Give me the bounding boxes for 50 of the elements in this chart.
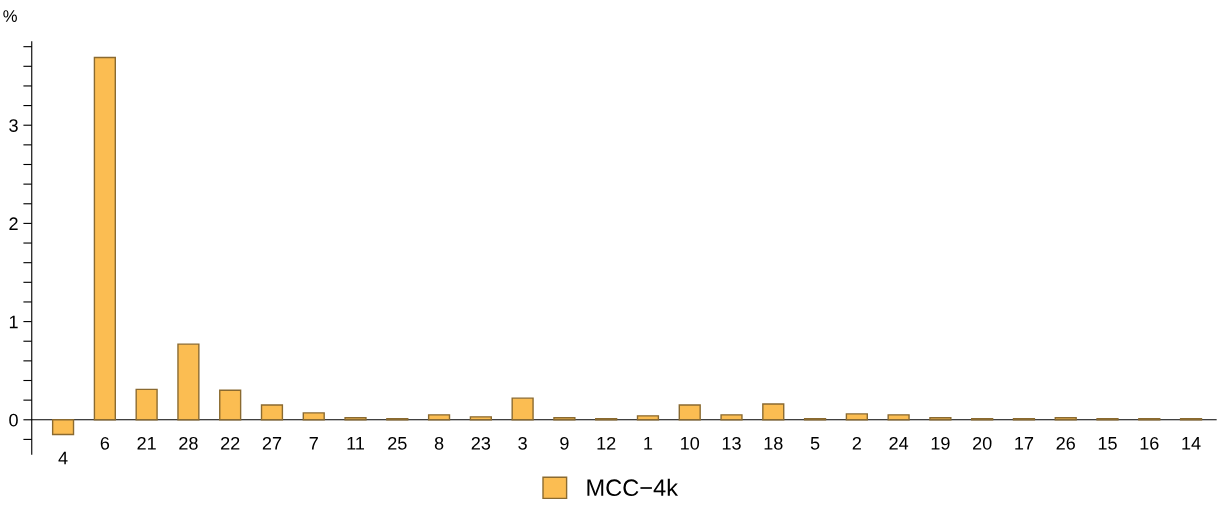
x-tick-label: 5: [810, 437, 820, 450]
x-tick-label: 3: [518, 436, 527, 450]
y-tick-label: 0: [9, 413, 18, 427]
bar: [887, 414, 910, 421]
x-tick-label: 20: [973, 436, 992, 450]
bar: [511, 397, 534, 421]
bar: [93, 56, 116, 421]
x-tick-label: 16: [1140, 436, 1159, 450]
x-tick-label: 15: [1098, 437, 1117, 450]
x-tick-label: 27: [262, 436, 282, 450]
x-tick-label: 10: [681, 436, 700, 450]
bar: [427, 414, 451, 421]
x-tick-label: 24: [889, 436, 909, 450]
bar: [469, 416, 492, 421]
bar: [177, 343, 200, 421]
y-axis-title: %: [3, 10, 17, 22]
x-tick-label: 11: [347, 437, 365, 450]
x-tick-label: 14: [1182, 437, 1201, 450]
x-tick-label: 21: [137, 436, 156, 450]
x-tick-label: 7: [309, 437, 318, 450]
legend-label: MCC−4k: [587, 478, 679, 497]
bar: [51, 419, 75, 436]
x-tick-label: 9: [560, 436, 569, 450]
bar: [678, 404, 701, 421]
bar: [845, 413, 868, 421]
bar: [762, 403, 785, 421]
x-tick-label: 25: [388, 436, 407, 450]
x-tick-label: 2: [852, 436, 861, 450]
bar: [302, 412, 325, 421]
x-tick-label: 22: [221, 436, 240, 450]
bar: [720, 414, 743, 421]
x-tick-label: 19: [931, 436, 950, 450]
x-tick-label: 8: [434, 436, 444, 450]
bar: [219, 389, 242, 421]
x-tick-label: 28: [179, 436, 198, 450]
y-tick-label: 1: [9, 315, 18, 329]
bar: [260, 404, 284, 421]
y-tick-label: 3: [9, 119, 18, 132]
bar: [135, 388, 158, 421]
x-tick-label: 12: [597, 436, 616, 450]
x-tick-label: 1: [644, 437, 653, 450]
x-tick-label: 18: [764, 436, 783, 450]
x-tick-label: 17: [1015, 437, 1034, 450]
x-tick-label: 6: [100, 436, 110, 450]
x-tick-label: 13: [722, 436, 741, 450]
x-tick-label: 4: [58, 451, 68, 465]
y-tick-label: 2: [9, 217, 18, 230]
bar: [636, 415, 660, 421]
x-tick-label: 26: [1056, 436, 1075, 450]
x-tick-label: 23: [471, 436, 491, 450]
